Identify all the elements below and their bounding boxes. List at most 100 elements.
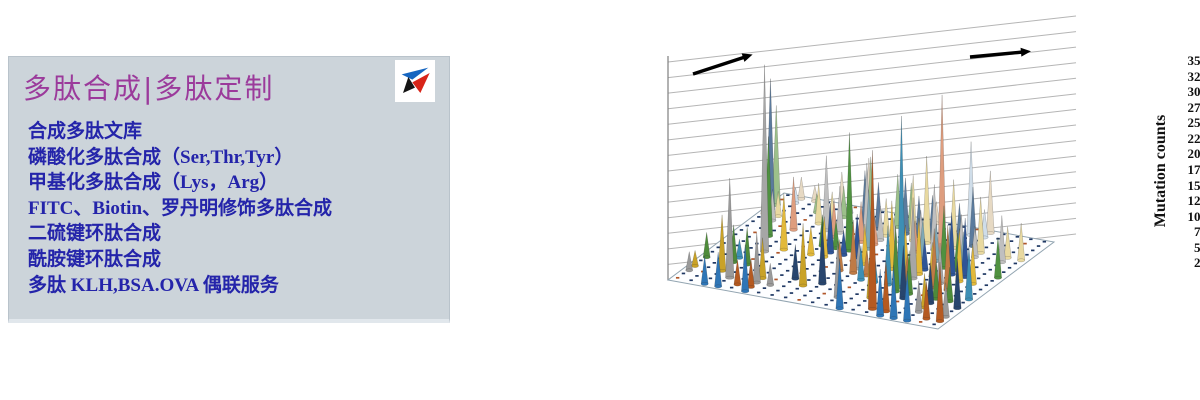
- floor-dot: [706, 266, 711, 269]
- floor-dot: [772, 267, 776, 270]
- floor-dot: [975, 228, 979, 231]
- floor-dot: [851, 308, 855, 311]
- floor-dot: [751, 220, 755, 223]
- floor-dot: [787, 243, 792, 245]
- floor-dot: [733, 271, 738, 273]
- floor-dot: [973, 293, 977, 295]
- wall-gridline: [667, 77, 1077, 125]
- floor-dot: [855, 293, 859, 295]
- floor-dot: [774, 278, 778, 281]
- spike-base: [797, 197, 806, 201]
- wall-gridline: [667, 108, 1077, 156]
- floor-dot: [843, 226, 848, 229]
- floor-dot: [785, 269, 790, 272]
- floor-dot: [764, 260, 769, 263]
- floor-dot: [1002, 271, 1006, 273]
- floor-dot: [874, 253, 879, 256]
- spike-base: [914, 310, 923, 314]
- floor-dot: [1029, 238, 1033, 241]
- panel-item: 多肽 KLH,BSA.OVA 偶联服务: [28, 274, 279, 296]
- floor-dot: [722, 242, 726, 244]
- y-tick-label: 25000: [1187, 115, 1200, 131]
- floor-dot: [932, 323, 936, 326]
- spike-base: [867, 307, 877, 311]
- floor-dot: [774, 240, 778, 243]
- mutation-3d-chart: 0250050007500100001250015000175002000022…: [560, 0, 1200, 400]
- y-tick-label: 32500: [1187, 68, 1200, 84]
- floor-dot: [857, 304, 861, 307]
- floor-dot: [984, 246, 989, 249]
- floor-dot: [809, 214, 813, 217]
- floor-dot: [961, 301, 965, 304]
- spike-base: [953, 306, 962, 311]
- floor-dot: [984, 284, 989, 287]
- floor-dot: [812, 274, 817, 277]
- y-tick-label: 30000: [1187, 84, 1200, 100]
- floor-dot: [780, 198, 784, 201]
- floor-dot: [753, 231, 757, 234]
- floor-dot: [826, 277, 830, 279]
- spike-base: [935, 319, 945, 324]
- floor-dot: [843, 264, 848, 266]
- floor-dot: [924, 278, 929, 281]
- floor-dot: [699, 259, 703, 262]
- floor-dot: [810, 301, 815, 304]
- floor-dot: [828, 288, 832, 291]
- floor-dot: [801, 207, 805, 210]
- floor-dot: [961, 226, 966, 228]
- y-tick-label: 15000: [1187, 177, 1200, 193]
- floor-dot: [772, 229, 776, 232]
- floor-dot: [926, 252, 931, 254]
- floor-dot: [739, 266, 744, 269]
- floor-dot: [948, 223, 952, 226]
- floor-dot: [976, 277, 981, 280]
- spike-base: [1017, 258, 1026, 263]
- y-tick-label: 20000: [1187, 146, 1200, 162]
- floor-dot: [992, 253, 996, 256]
- floor-dot: [708, 277, 713, 280]
- floor-dot: [990, 242, 994, 244]
- logo-wedge-black: [403, 77, 415, 93]
- floor-dot: [729, 286, 734, 289]
- floor-dot: [814, 285, 819, 288]
- panel-item: 二硫键环肽合成: [28, 223, 162, 245]
- floor-dot: [1011, 251, 1016, 254]
- floor-dot: [980, 262, 985, 264]
- floor-dot: [793, 238, 798, 241]
- y-tick-label: 7500: [1194, 224, 1200, 240]
- spike-base: [691, 264, 699, 268]
- floor-dot: [911, 314, 915, 316]
- company-logo: [395, 60, 435, 102]
- floor-dot: [766, 271, 771, 274]
- spike-A-to-D: [685, 251, 694, 271]
- floor-dot: [959, 290, 963, 293]
- floor-dot: [799, 234, 803, 237]
- spike-base: [849, 271, 858, 275]
- floor-dot: [880, 211, 885, 214]
- floor-dot: [1015, 235, 1020, 238]
- floor-dot: [784, 220, 788, 223]
- spike-base: [700, 282, 709, 286]
- panel-title: 多肽合成|多肽定制: [23, 72, 275, 105]
- floor-dot: [735, 244, 740, 247]
- floor-dot: [1023, 242, 1027, 245]
- wall-gridline: [667, 140, 1077, 188]
- floor-dot: [895, 300, 900, 303]
- wall-gridline: [667, 124, 1077, 172]
- floor-dot: [797, 223, 802, 226]
- floor-dot: [789, 254, 794, 257]
- floor-dot: [813, 237, 817, 239]
- floor-dot: [695, 275, 699, 277]
- spike-base: [994, 275, 1002, 280]
- floor-dot: [757, 216, 761, 218]
- floor-dot: [982, 273, 987, 275]
- spike-E-to-D: [725, 178, 735, 278]
- floor-dot: [986, 257, 991, 260]
- floor-dot: [824, 303, 828, 306]
- floor-dot: [853, 206, 858, 209]
- wall-gridline: [667, 15, 1077, 63]
- floor-dot: [797, 261, 801, 263]
- floor-dot: [816, 297, 821, 299]
- logo-wedge-blue: [401, 67, 429, 80]
- floor-dot: [824, 266, 828, 268]
